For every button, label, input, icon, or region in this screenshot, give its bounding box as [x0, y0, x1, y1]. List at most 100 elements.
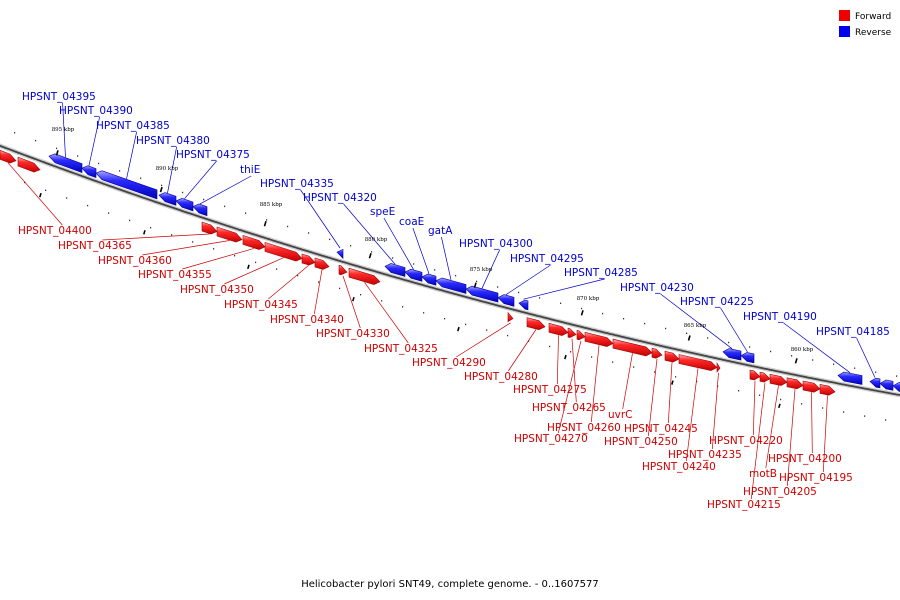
- gene-label[interactable]: HPSNT_04375: [176, 149, 250, 161]
- gene-label[interactable]: HPSNT_04355: [138, 269, 212, 281]
- gene-label[interactable]: HPSNT_04360: [98, 255, 172, 267]
- gene-label[interactable]: HPSNT_04390: [59, 105, 133, 117]
- reverse-gene-arrow[interactable]: [879, 379, 894, 391]
- gene-label[interactable]: speE: [370, 206, 395, 218]
- forward-gene-arrow[interactable]: [264, 241, 303, 262]
- gene-label[interactable]: coaE: [399, 216, 424, 228]
- gene-label[interactable]: HPSNT_04270: [514, 433, 588, 445]
- reverse-gene-arrow[interactable]: [892, 382, 900, 392]
- reverse-gene-arrow[interactable]: [336, 248, 344, 260]
- reverse-gene-arrow[interactable]: [435, 277, 467, 294]
- reverse-gene-arrow[interactable]: [404, 268, 423, 282]
- gene-label[interactable]: HPSNT_04350: [180, 284, 254, 296]
- reverse-gene-arrow[interactable]: [869, 377, 881, 389]
- forward-gene-arrow[interactable]: [769, 373, 788, 386]
- forward-gene-arrow[interactable]: [678, 354, 718, 371]
- forward-gene-arrow[interactable]: [749, 369, 761, 381]
- reverse-gene-arrow[interactable]: [175, 197, 194, 212]
- gene-label[interactable]: HPSNT_04385: [96, 120, 170, 132]
- forward-gene-arrow[interactable]: [612, 338, 653, 357]
- gene-label[interactable]: HPSNT_04275: [513, 384, 587, 396]
- gene-label[interactable]: HPSNT_04345: [224, 299, 298, 311]
- forward-gene-arrow[interactable]: [301, 253, 316, 266]
- gene-label[interactable]: HPSNT_04330: [316, 328, 390, 340]
- forward-gene-arrow[interactable]: [651, 347, 663, 359]
- forward-gene-arrow[interactable]: [584, 331, 614, 347]
- reverse-gene-arrow[interactable]: [421, 273, 437, 286]
- gene-label[interactable]: HPSNT_04285: [564, 267, 638, 279]
- gene-label[interactable]: HPSNT_04380: [136, 135, 210, 147]
- gene-label[interactable]: HPSNT_04220: [709, 435, 783, 447]
- gene-label[interactable]: HPSNT_04185: [816, 326, 890, 338]
- legend: Forward Reverse: [839, 10, 892, 38]
- forward-gene-arrow[interactable]: [314, 257, 330, 270]
- gene-label[interactable]: uvrC: [608, 409, 633, 421]
- forward-gene-arrow[interactable]: [548, 322, 569, 336]
- gene-label[interactable]: HPSNT_04205: [743, 486, 817, 498]
- forward-gene-arrow[interactable]: [664, 350, 680, 363]
- gene-label[interactable]: HPSNT_04320: [303, 192, 377, 204]
- reverse-gene-arrow[interactable]: [384, 263, 406, 277]
- gene-label[interactable]: HPSNT_04335: [260, 178, 334, 190]
- forward-gene-arrow[interactable]: [216, 226, 243, 243]
- reverse-gene-arrow[interactable]: [192, 203, 208, 217]
- legend-label: Reverse: [855, 28, 892, 38]
- reverse-gene-arrow[interactable]: [837, 371, 863, 385]
- reverse-gene-arrow[interactable]: [518, 299, 529, 311]
- tick-label: 860 kbp: [791, 347, 814, 353]
- tick-label: 885 kbp: [260, 202, 283, 208]
- forward-legend-swatch: [839, 10, 850, 21]
- reverse-gene-arrow[interactable]: [722, 348, 742, 361]
- gene-label[interactable]: HPSNT_04300: [459, 238, 533, 250]
- gene-label[interactable]: HPSNT_04395: [22, 91, 96, 103]
- gene-label[interactable]: HPSNT_04215: [707, 499, 781, 511]
- label-leader-lines: [7, 102, 876, 500]
- forward-gene-arrow[interactable]: [802, 380, 821, 393]
- gene-label[interactable]: thiE: [240, 164, 260, 176]
- gene-label[interactable]: HPSNT_04295: [510, 253, 584, 265]
- gene-label[interactable]: motB: [749, 468, 777, 480]
- tick-label: 865 kbp: [684, 323, 707, 329]
- gene-label[interactable]: HPSNT_04365: [58, 240, 132, 252]
- reverse-gene-arrow[interactable]: [95, 170, 158, 200]
- gene-label[interactable]: HPSNT_04240: [642, 461, 716, 473]
- forward-gene-arrow[interactable]: [819, 384, 836, 396]
- forward-gene-arrow[interactable]: [526, 317, 546, 331]
- gene-label[interactable]: HPSNT_04235: [668, 449, 742, 461]
- tick-label: 875 kbp: [470, 267, 493, 273]
- gene-label[interactable]: HPSNT_04325: [364, 343, 438, 355]
- forward-gene-arrow[interactable]: [201, 221, 218, 235]
- forward-gene-arrow[interactable]: [716, 361, 721, 373]
- gene-label[interactable]: HPSNT_04200: [768, 453, 842, 465]
- gene-label[interactable]: HPSNT_04230: [620, 282, 694, 294]
- gene-label[interactable]: HPSNT_04225: [680, 296, 754, 308]
- gene-label[interactable]: HPSNT_04400: [18, 225, 92, 237]
- gene-label[interactable]: HPSNT_04340: [270, 314, 344, 326]
- gene-label[interactable]: HPSNT_04265: [532, 402, 606, 414]
- gene-label[interactable]: HPSNT_04245: [624, 423, 698, 435]
- forward-gene-arrow[interactable]: [0, 149, 17, 164]
- gene-label[interactable]: gatA: [428, 225, 453, 237]
- forward-gene-arrow[interactable]: [338, 264, 348, 276]
- reverse-gene-arrow[interactable]: [48, 153, 83, 174]
- reverse-gene-arrow[interactable]: [465, 285, 499, 303]
- gene-label[interactable]: HPSNT_04190: [743, 311, 817, 323]
- gene-label[interactable]: HPSNT_04290: [412, 357, 486, 369]
- reverse-gene-arrow[interactable]: [740, 352, 755, 364]
- map-caption: Helicobacter pylori SNT49, complete geno…: [301, 579, 599, 590]
- gene-label[interactable]: HPSNT_04280: [464, 371, 538, 383]
- reverse-gene-arrow[interactable]: [158, 192, 177, 206]
- gene-label[interactable]: HPSNT_04195: [779, 472, 853, 484]
- forward-gene-arrow[interactable]: [576, 329, 586, 341]
- forward-gene-arrow[interactable]: [786, 377, 804, 390]
- forward-gene-arrow[interactable]: [348, 267, 381, 285]
- forward-gene-arrow[interactable]: [17, 156, 41, 173]
- forward-gene-arrow[interactable]: [567, 327, 577, 338]
- forward-gene-arrow[interactable]: [242, 234, 266, 250]
- forward-gene-arrow[interactable]: [759, 371, 771, 383]
- forward-gene-arrow[interactable]: [507, 311, 514, 323]
- gene-label[interactable]: HPSNT_04260: [547, 422, 621, 434]
- reverse-gene-arrow[interactable]: [497, 294, 515, 307]
- reverse-gene-arrow[interactable]: [81, 165, 97, 179]
- gene-label[interactable]: HPSNT_04250: [604, 436, 678, 448]
